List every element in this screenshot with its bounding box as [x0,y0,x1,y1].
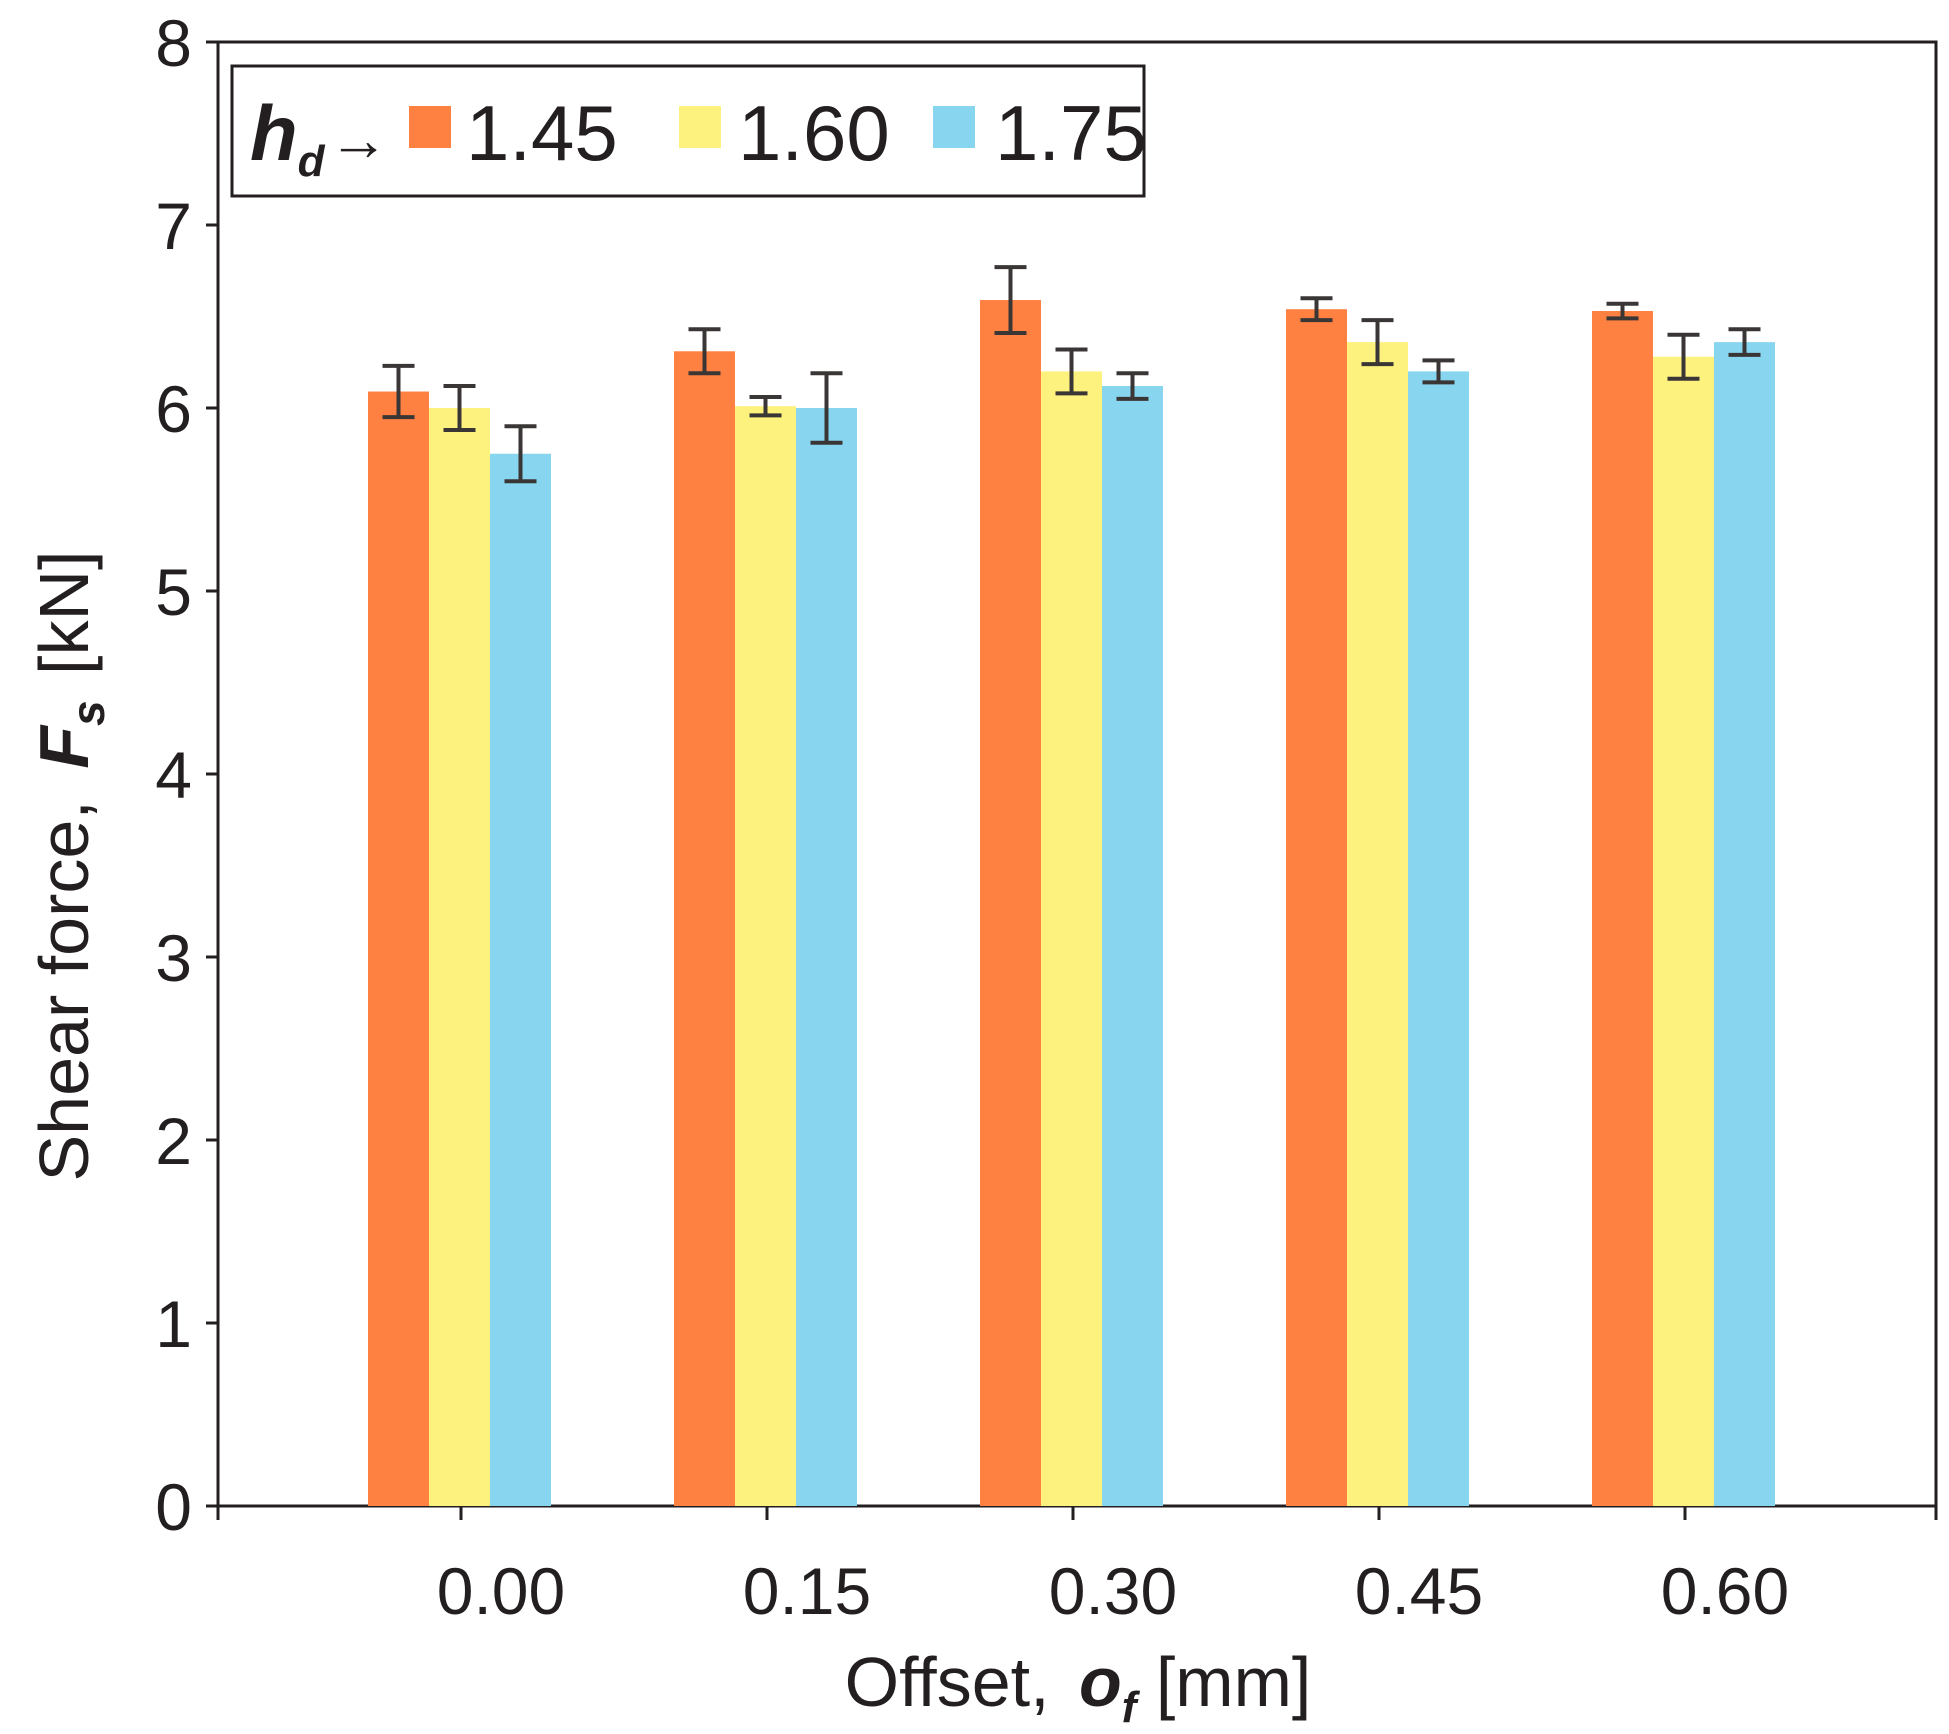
bar-1.75-0.45 [1408,371,1469,1506]
error-bar-1.75-0.45 [1422,358,1455,385]
bars [368,300,1775,1507]
x-tick-label: 0.15 [743,1554,871,1628]
error-bar-1.45-0.30 [994,265,1027,335]
y-tick-label: 5 [155,555,192,629]
x-axis-subscript: f [1122,1683,1141,1732]
legend-title: hd→ [250,89,389,186]
y-tick-label: 1 [155,1287,192,1361]
bar-1.60-0.15 [735,406,796,1506]
error-bars [382,265,1761,484]
y-axis-title: Shear force, Fs [kN] [25,550,114,1181]
error-bar-1.75-0.60 [1728,327,1761,357]
x-tick-label: 0.30 [1049,1554,1177,1628]
x-axis-title: Offset, of [mm] [845,1643,1312,1732]
y-tick-label: 8 [155,6,192,80]
error-bar-1.75-0.30 [1116,371,1149,401]
y-axis-title-prefix: Shear force, [25,781,103,1182]
y-tick-label: 3 [155,921,192,995]
legend-swatch-1.60 [679,106,721,148]
legend-swatch-1.75 [933,106,975,148]
error-bar-1.45-0.00 [382,363,415,420]
y-axis-symbol: F [25,724,103,769]
x-axis-symbol: o [1079,1643,1122,1721]
y-tick-label: 0 [155,1470,192,1544]
bar-1.60-0.00 [429,408,490,1506]
bar-1.75-0.60 [1714,342,1775,1506]
error-bar-1.45-0.60 [1606,301,1639,321]
bar-1.45-0.00 [368,391,429,1506]
bar-1.75-0.30 [1102,386,1163,1506]
x-tick-label: 0.60 [1661,1554,1789,1628]
bar-1.75-0.00 [490,453,551,1506]
error-bar-1.60-0.30 [1055,347,1088,396]
x-axis-title-prefix: Offset, [845,1643,1069,1721]
error-bar-1.60-0.00 [443,384,476,432]
error-bar-1.45-0.15 [688,327,721,376]
y-axis-subscript: s [62,700,114,726]
legend-subscript: d [298,137,326,186]
x-tick-label: 0.45 [1355,1554,1483,1628]
y-tick-label: 7 [155,189,192,263]
bar-1.75-0.15 [796,408,857,1506]
legend-swatch-1.45 [409,106,451,148]
bar-1.45-0.60 [1592,311,1653,1506]
y-tick-label: 2 [155,1104,192,1178]
x-tick-label: 0.00 [437,1554,565,1628]
bar-1.45-0.45 [1286,309,1347,1507]
legend: hd→ 1.45 1.60 1.75 [230,64,1147,198]
legend-label-1.60: 1.60 [738,89,890,177]
x-axis-ticks: 0.00 0.15 0.30 0.45 0.60 [216,1506,1938,1628]
error-bar-1.75-0.00 [504,424,537,484]
bar-1.60-0.30 [1041,371,1102,1506]
y-tick-label: 6 [155,372,192,446]
bar-1.60-0.60 [1653,356,1714,1506]
y-tick-label: 4 [155,738,192,812]
error-bar-1.45-0.45 [1300,296,1333,323]
error-bar-1.60-0.45 [1361,318,1394,367]
bar-1.60-0.45 [1347,342,1408,1506]
y-axis-title-unit: [kN] [25,550,103,694]
y-axis-ticks: 0 1 2 3 4 5 6 7 8 [155,6,218,1544]
legend-label-1.75: 1.75 [995,89,1147,177]
error-bar-1.60-0.15 [749,395,782,418]
error-bar-1.60-0.60 [1667,332,1700,381]
bar-1.45-0.15 [674,351,735,1506]
legend-symbol: h [250,89,298,177]
legend-label-1.45: 1.45 [466,89,618,177]
bar-1.45-0.30 [980,300,1041,1506]
error-bar-1.75-0.15 [810,371,843,445]
x-axis-title-unit: [mm] [1136,1643,1311,1721]
legend-arrow: → [329,106,389,173]
